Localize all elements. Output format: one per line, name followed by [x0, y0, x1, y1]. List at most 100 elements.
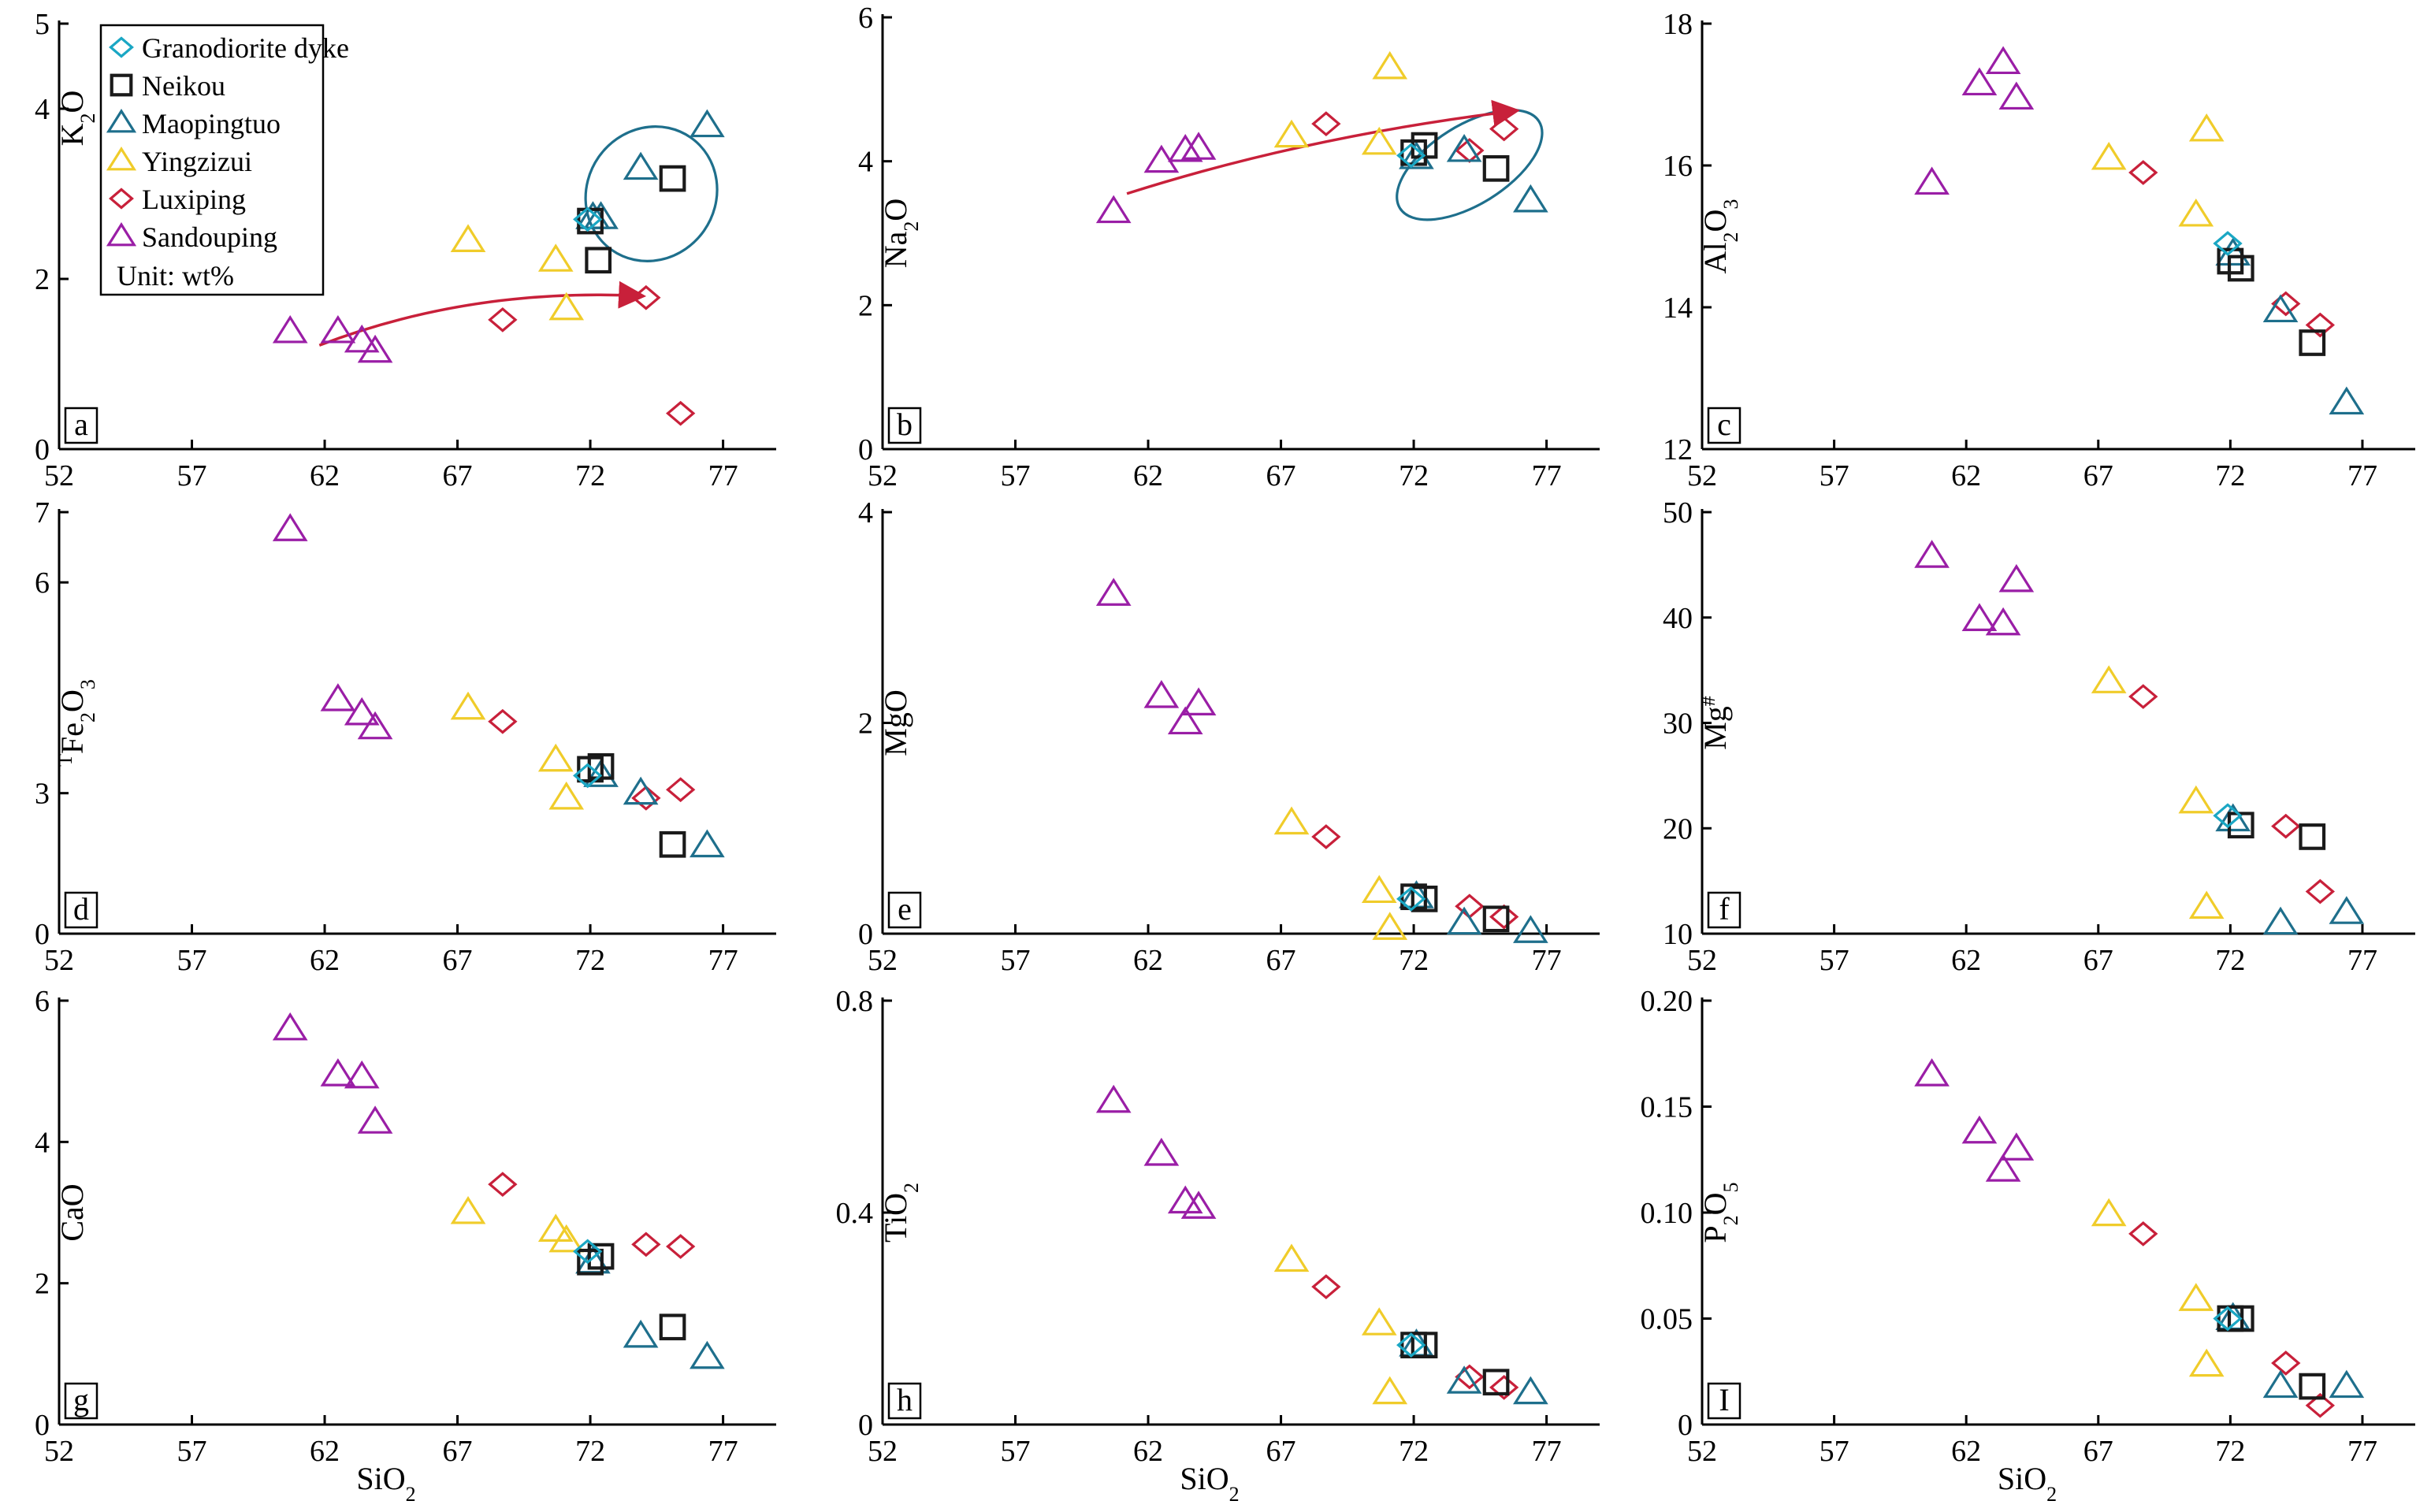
- data-point: [623, 776, 659, 805]
- x-tick-label: 52: [1687, 459, 1717, 492]
- panel-letter-box: [1707, 407, 1741, 444]
- data-point: [1167, 706, 1203, 735]
- panel-letter-box: [1707, 1382, 1741, 1420]
- data-point: [1361, 1307, 1397, 1336]
- y-tick-label: 4: [858, 496, 873, 529]
- group-ellipse: [1396, 109, 1544, 221]
- y-axis-label: TiO2: [878, 1183, 923, 1243]
- x-tick-label: 77: [1532, 1435, 1562, 1468]
- y-tick-label: 0: [858, 433, 873, 466]
- x-tick-label: 67: [443, 944, 473, 977]
- panel-i: 52 57 62 67 72 77 0 0.05 0.10 0.15 0.20 P2O5 I SiO2: [1641, 985, 2415, 1506]
- y-axis-label: TFe2O3: [54, 679, 99, 767]
- x-tick-label: 72: [2215, 1435, 2245, 1468]
- y-tick-label: 0.8: [836, 985, 874, 1018]
- data-point: [2215, 237, 2251, 266]
- data-point: [1273, 1243, 1310, 1272]
- data-point: [1411, 1332, 1438, 1358]
- y-tick-label: 2: [35, 263, 50, 296]
- x-tick-label: 62: [1951, 1435, 1981, 1468]
- data-point: [1985, 1154, 2021, 1182]
- data-point: [1513, 1376, 1548, 1405]
- y-tick-label: 4: [35, 1126, 50, 1159]
- legend-unit-note: Unit: wt%: [117, 260, 234, 292]
- legend-marker: [109, 188, 134, 210]
- x-tick-label: 57: [1820, 944, 1849, 977]
- data-point: [1167, 1185, 1203, 1214]
- data-point: [573, 1239, 603, 1265]
- data-point: [659, 1313, 686, 1341]
- y-tick-label: 0.15: [1641, 1091, 1693, 1124]
- data-point: [665, 400, 696, 426]
- data-point: [1180, 1191, 1217, 1219]
- data-point: [1361, 126, 1397, 155]
- y-axis-label: Na2O: [878, 199, 923, 269]
- data-point: [320, 314, 356, 344]
- data-point: [488, 1172, 518, 1198]
- legend-marker: [110, 73, 133, 97]
- y-axis-label: MgO: [878, 689, 913, 756]
- data-point: [2271, 1350, 2301, 1376]
- x-tick-label: 72: [575, 459, 605, 492]
- x-tick-label: 57: [1001, 944, 1031, 977]
- panel-f: 52 57 62 67 72 77 10 20 30 40 50 Mg# f: [1663, 496, 2415, 977]
- data-point: [1372, 912, 1408, 940]
- data-point: [2215, 803, 2251, 832]
- panel-letter-box: [64, 891, 99, 929]
- data-point: [2305, 312, 2336, 338]
- panel-letter: h: [897, 1382, 913, 1417]
- x-tick-label: 72: [1399, 459, 1429, 492]
- x-tick-label: 57: [1820, 1435, 1849, 1468]
- data-point: [1482, 905, 1510, 933]
- y-tick-label: 18: [1663, 8, 1693, 41]
- y-tick-label: 0.10: [1641, 1197, 1693, 1230]
- data-point: [573, 206, 603, 232]
- data-point: [2299, 823, 2326, 850]
- data-point: [2262, 906, 2299, 935]
- data-point: [357, 334, 393, 363]
- data-point: [1180, 687, 1217, 715]
- legend-label: Yingzizui: [142, 146, 252, 177]
- data-point: [344, 697, 380, 726]
- data-point: [2213, 1306, 2243, 1332]
- data-point: [1985, 607, 2021, 636]
- panel-letter: a: [74, 407, 88, 442]
- y-tick-label: 0: [858, 918, 873, 951]
- panel-letter: e: [898, 891, 912, 927]
- data-point: [623, 151, 659, 180]
- data-point: [583, 759, 619, 787]
- y-tick-label: 0: [35, 433, 50, 466]
- data-point: [1273, 119, 1310, 148]
- data-point: [272, 513, 308, 541]
- x-tick-label: 62: [310, 1435, 340, 1468]
- y-axis-label: Al2O3: [1697, 199, 1742, 274]
- data-point: [631, 786, 661, 811]
- y-tick-label: 7: [35, 496, 50, 529]
- x-tick-label: 72: [575, 1435, 605, 1468]
- data-point: [450, 1195, 486, 1224]
- data-point: [1143, 144, 1180, 173]
- panel-letter: f: [1719, 891, 1730, 927]
- data-point: [357, 1105, 393, 1134]
- panel-letter-box: [1707, 891, 1741, 929]
- data-point: [2178, 198, 2214, 227]
- data-point: [1311, 111, 1341, 137]
- y-tick-label: 14: [1663, 292, 1693, 325]
- data-point: [1985, 46, 2021, 75]
- data-point: [2091, 1198, 2127, 1227]
- data-point: [1095, 578, 1132, 606]
- x-tick-label: 77: [708, 459, 738, 492]
- data-point: [1489, 116, 1519, 142]
- x-tick-label: 52: [1687, 1435, 1717, 1468]
- data-point: [1095, 1084, 1132, 1113]
- data-point: [2227, 254, 2254, 282]
- x-tick-label: 52: [44, 944, 74, 977]
- data-point: [272, 314, 308, 344]
- data-point: [2091, 665, 2127, 693]
- legend-label: Granodiorite dyke: [142, 32, 349, 64]
- data-point: [320, 1058, 356, 1087]
- data-point: [631, 1232, 661, 1258]
- panel-letter-box: [887, 1382, 922, 1420]
- data-point: [1446, 906, 1482, 935]
- panel-letter: c: [1717, 407, 1731, 442]
